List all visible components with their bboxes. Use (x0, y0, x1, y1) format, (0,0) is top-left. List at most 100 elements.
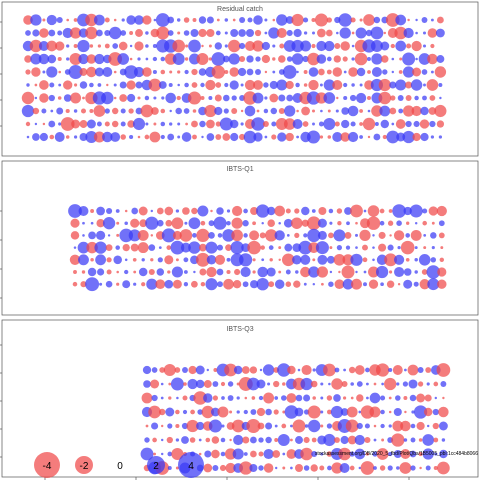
positive-residual-bubble (306, 130, 321, 144)
negative-residual-bubble (389, 270, 393, 274)
positive-residual-bubble (133, 66, 145, 78)
positive-residual-bubble (145, 216, 159, 230)
negative-residual-bubble (216, 18, 220, 22)
negative-residual-bubble (73, 44, 78, 48)
negative-residual-bubble (149, 131, 161, 143)
negative-residual-bubble (171, 447, 184, 461)
negative-residual-bubble (326, 17, 332, 23)
negative-residual-bubble (229, 438, 232, 442)
negative-residual-bubble (429, 95, 436, 101)
negative-residual-bubble (231, 108, 238, 114)
negative-residual-bubble (369, 406, 381, 418)
negative-residual-bubble (69, 27, 82, 39)
positive-residual-bubble (422, 95, 427, 101)
positive-residual-bubble (285, 16, 294, 24)
positive-residual-bubble (371, 53, 383, 65)
positive-residual-bubble (131, 207, 139, 215)
negative-residual-bubble (148, 78, 162, 92)
negative-residual-bubble (174, 367, 181, 373)
positive-residual-bubble (233, 365, 243, 375)
negative-residual-bubble (363, 14, 375, 26)
positive-residual-bubble (387, 465, 393, 471)
positive-residual-bubble (329, 270, 333, 274)
positive-residual-bubble (78, 53, 89, 65)
negative-residual-bubble (177, 31, 181, 35)
positive-residual-bubble (158, 81, 167, 89)
positive-residual-bubble (78, 206, 89, 216)
positive-residual-bubble (157, 257, 163, 263)
positive-residual-bubble (358, 466, 362, 470)
positive-residual-bubble (247, 377, 260, 391)
negative-residual-bubble (163, 363, 176, 377)
positive-residual-bubble (426, 424, 430, 428)
positive-residual-bubble (356, 67, 366, 77)
negative-residual-bubble (373, 424, 377, 428)
positive-residual-bubble (93, 14, 105, 26)
negative-residual-bubble (350, 204, 363, 218)
negative-residual-bubble (79, 120, 88, 128)
positive-residual-bubble (196, 421, 205, 431)
positive-residual-bubble (217, 233, 223, 238)
positive-residual-bubble (278, 221, 281, 225)
positive-residual-bubble (198, 68, 207, 76)
positive-residual-bubble (119, 228, 134, 243)
positive-residual-bubble (169, 122, 173, 126)
negative-residual-bubble (338, 447, 351, 461)
positive-residual-bubble (206, 255, 217, 265)
negative-residual-bubble (323, 363, 336, 377)
negative-residual-bubble (390, 95, 396, 101)
positive-residual-bubble (41, 108, 47, 114)
negative-residual-bubble (70, 218, 80, 228)
positive-residual-bubble (308, 419, 321, 433)
positive-residual-bubble (429, 120, 436, 128)
positive-residual-bubble (243, 452, 248, 456)
negative-residual-bubble (191, 68, 198, 76)
positive-residual-bubble (134, 15, 144, 25)
positive-residual-bubble (165, 407, 175, 417)
negative-residual-bubble (105, 244, 113, 251)
positive-residual-bubble (112, 43, 119, 49)
positive-residual-bubble (243, 130, 257, 144)
positive-residual-bubble (402, 52, 416, 66)
positive-residual-bubble (295, 270, 299, 274)
negative-residual-bubble (49, 134, 55, 140)
negative-residual-bubble (250, 450, 257, 458)
positive-residual-bubble (188, 241, 201, 254)
negative-residual-bubble (433, 437, 439, 443)
positive-residual-bubble (343, 82, 348, 88)
positive-residual-bubble (367, 109, 371, 113)
legend-bubble (178, 452, 204, 478)
positive-residual-bubble (336, 245, 342, 251)
legend-item-neg4: -4 (34, 452, 60, 478)
negative-residual-bubble (210, 209, 213, 213)
positive-residual-bubble (276, 79, 288, 91)
negative-residual-bubble (224, 70, 229, 74)
negative-residual-bubble (42, 122, 46, 126)
negative-residual-bubble (272, 450, 281, 458)
negative-residual-bubble (182, 207, 190, 215)
positive-residual-bubble (95, 230, 106, 241)
positive-residual-bubble (328, 382, 331, 386)
positive-residual-bubble (34, 96, 38, 100)
negative-residual-bubble (440, 246, 444, 250)
positive-residual-bubble (372, 234, 375, 237)
negative-residual-bubble (175, 258, 179, 262)
negative-residual-bubble (367, 205, 380, 217)
positive-residual-bubble (144, 95, 150, 101)
negative-residual-bubble (160, 108, 166, 114)
positive-residual-bubble (56, 16, 63, 24)
negative-residual-bubble (137, 135, 141, 139)
positive-residual-bubble (267, 382, 271, 386)
negative-residual-bubble (300, 266, 311, 278)
negative-residual-bubble (189, 437, 196, 443)
positive-residual-bubble (264, 135, 268, 139)
negative-residual-bubble (148, 268, 155, 276)
positive-residual-bubble (293, 28, 302, 38)
negative-residual-bubble (86, 66, 97, 78)
negative-residual-bubble (428, 107, 437, 115)
negative-residual-bubble (418, 438, 423, 442)
positive-residual-bubble (126, 15, 136, 25)
positive-residual-bubble (261, 258, 265, 262)
positive-residual-bubble (323, 433, 336, 447)
negative-residual-bubble (334, 43, 341, 49)
